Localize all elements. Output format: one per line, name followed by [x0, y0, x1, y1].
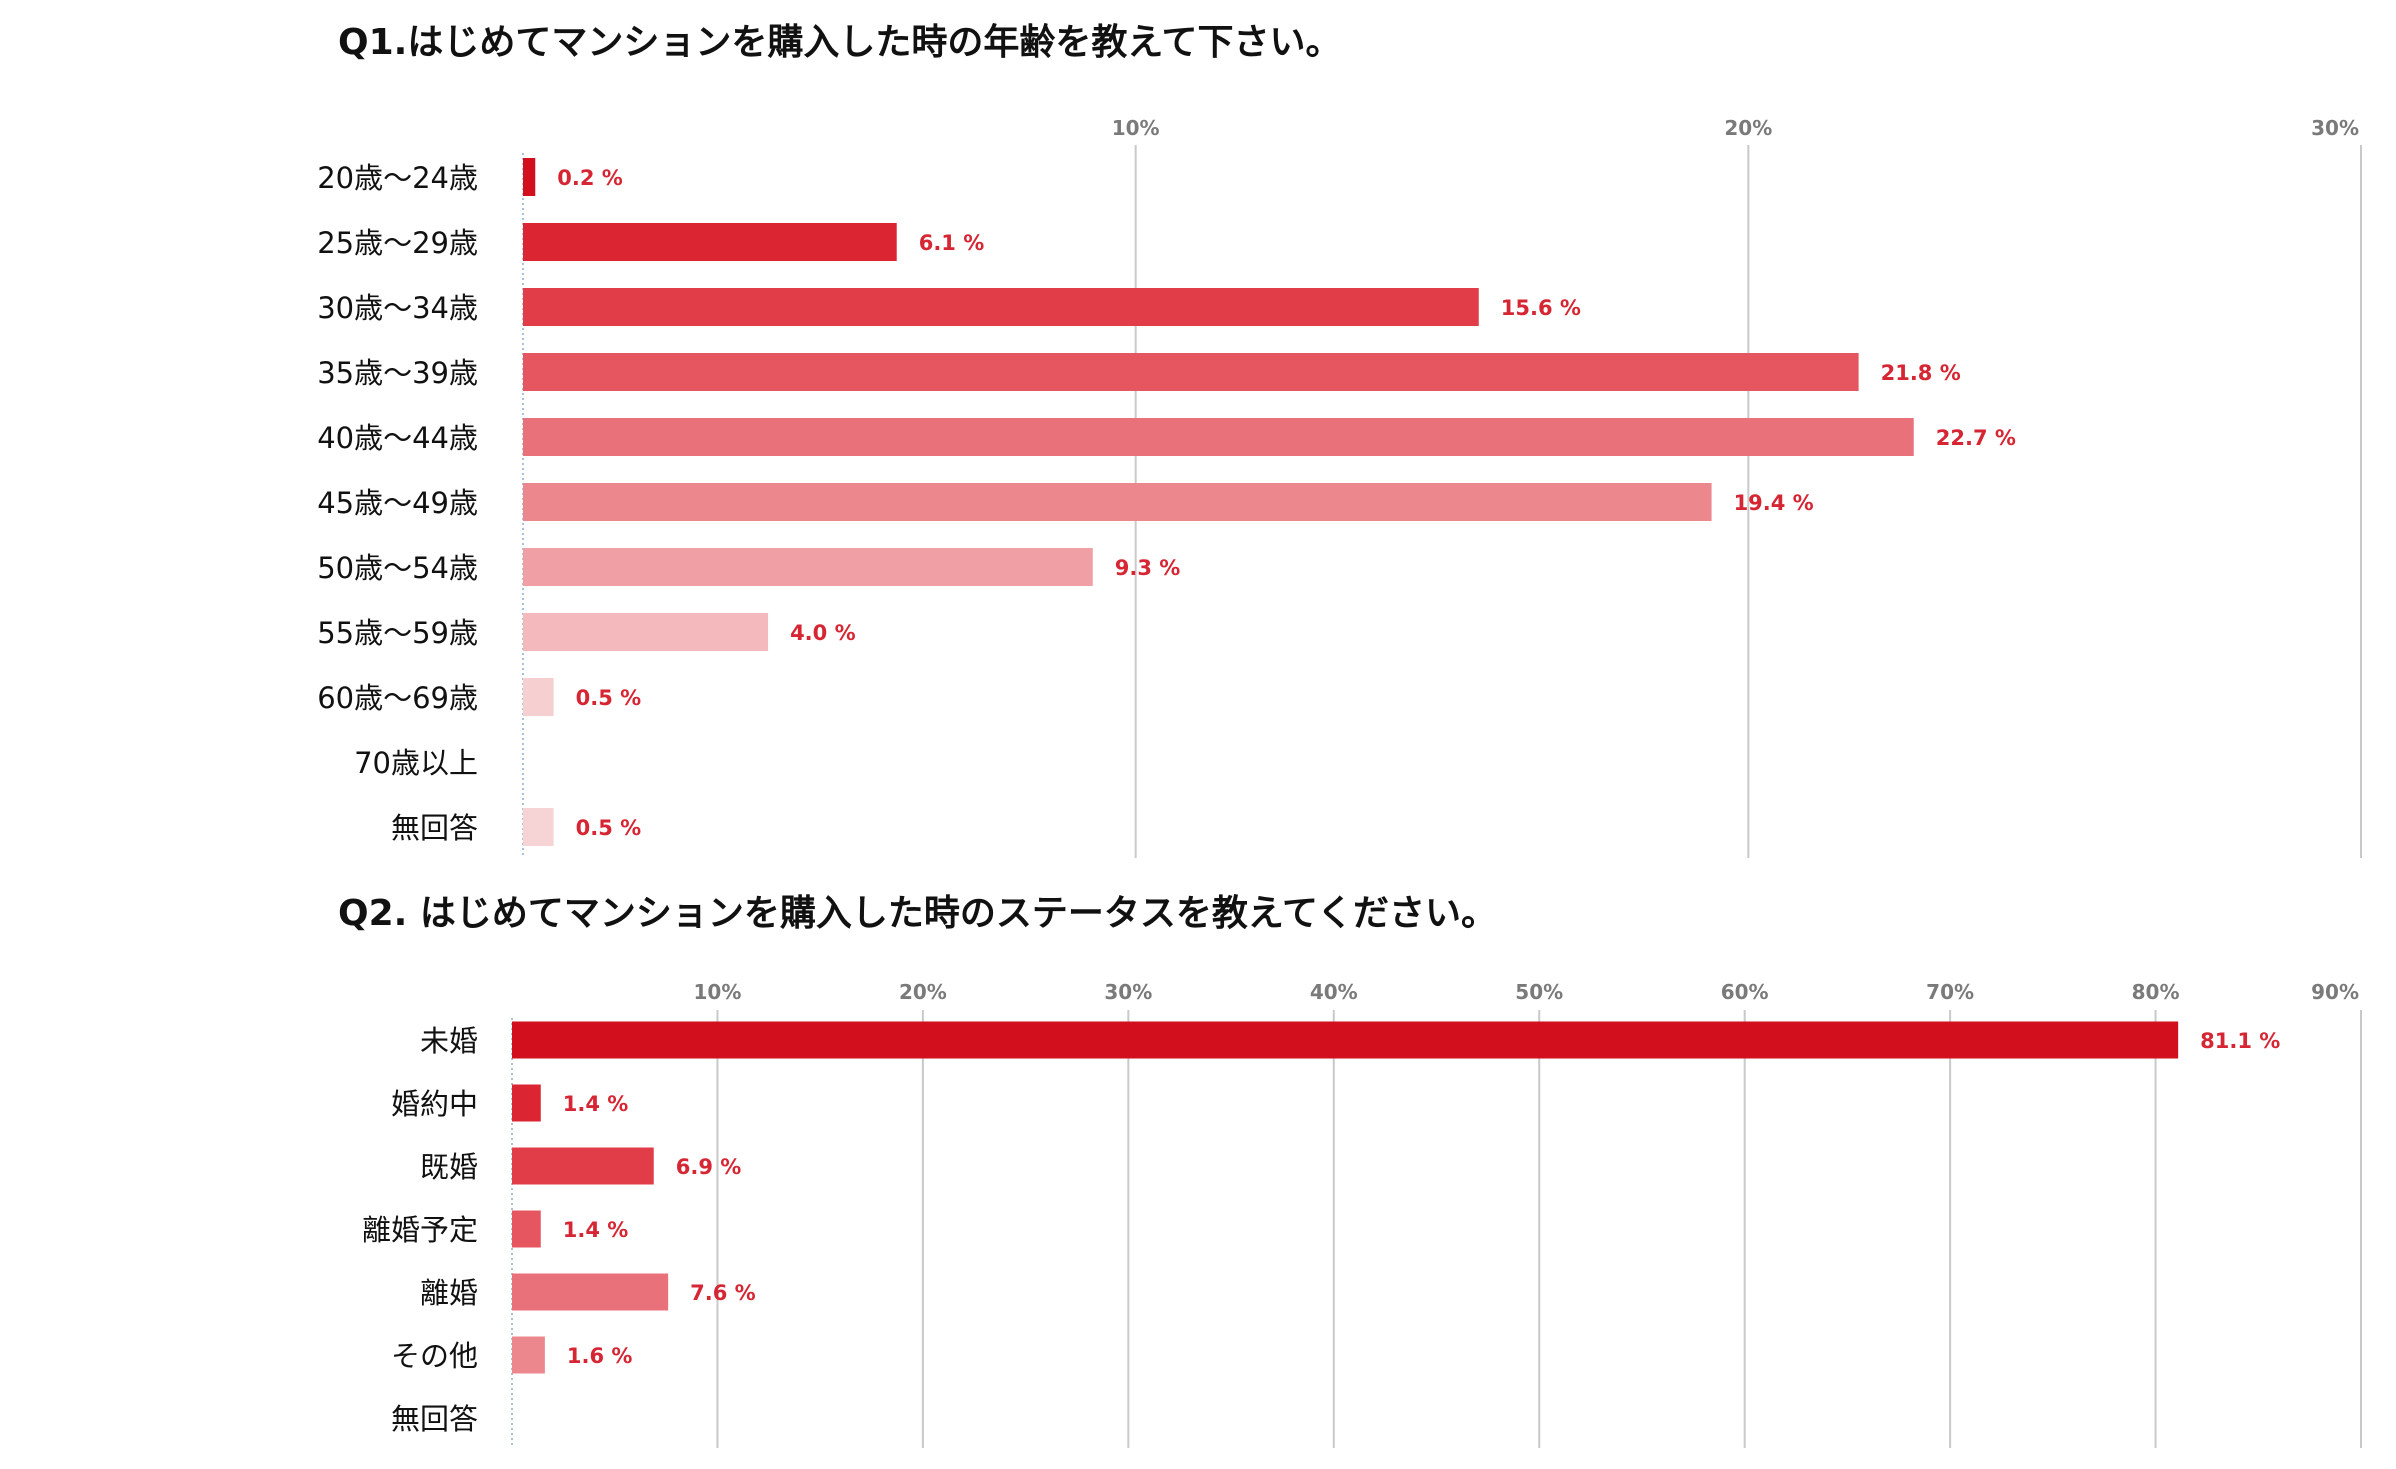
age-value-label: 0.5 % [576, 816, 642, 840]
status-value-label: 6.9 % [676, 1155, 742, 1179]
status-bar [512, 1084, 541, 1122]
status-value-label: 1.4 % [563, 1092, 629, 1116]
status-bar [512, 1336, 545, 1374]
age-category-label: 70歳以上 [354, 746, 478, 780]
status-value-label: 1.6 % [567, 1344, 633, 1368]
status-bar [512, 1021, 2179, 1059]
age-category-label: 45歳～49歳 [317, 486, 478, 520]
age-category-label: 60歳～69歳 [317, 681, 478, 715]
age-chart-title: Q1.はじめてマンションを購入した時の年齢を教えて下さい。 [338, 22, 1342, 63]
age-tick-label: 10% [1112, 116, 1160, 140]
age-value-label: 6.1 % [919, 231, 985, 255]
age-category-label: 35歳～39歳 [317, 356, 478, 390]
age-value-label: 15.6 % [1501, 296, 1581, 320]
age-bar [523, 418, 1914, 456]
age-value-label: 9.3 % [1115, 556, 1181, 580]
status-tick-label: 40% [1310, 980, 1358, 1004]
status-tick-label: 30% [1104, 980, 1152, 1004]
status-category-label: その他 [391, 1339, 478, 1373]
status-category-label: 無回答 [391, 1402, 478, 1436]
age-category-label: 20歳～24歳 [317, 161, 478, 195]
status-bar [512, 1273, 669, 1311]
age-category-label: 無回答 [391, 811, 478, 845]
status-value-label: 1.4 % [563, 1218, 629, 1242]
status-bar [512, 1147, 654, 1185]
status-chart-title: Q2. はじめてマンションを購入した時のステータスを教えてください。 [338, 893, 1497, 934]
status-tick-label: 90% [2311, 980, 2359, 1004]
age-bar [523, 223, 897, 261]
status-tick-label: 80% [2132, 980, 2180, 1004]
age-bar [523, 548, 1093, 586]
age-bar [523, 158, 536, 196]
status-chart-value-labels: 81.1 % 1.4 % 6.9 % 1.4 % 7.6 % 1.6 % [563, 1029, 2281, 1368]
age-category-label: 40歳～44歳 [317, 421, 478, 455]
status-category-label: 既婚 [420, 1150, 478, 1184]
age-tick-label: 20% [1724, 116, 1772, 140]
status-bar [512, 1210, 541, 1248]
age-bar [523, 483, 1712, 521]
age-category-label: 30歳～34歳 [317, 291, 478, 325]
age-chart-tick-labels: 10% 20% 30% [1112, 116, 2359, 140]
age-value-label: 21.8 % [1881, 361, 1961, 385]
status-tick-label: 50% [1515, 980, 1563, 1004]
age-value-label: 0.5 % [576, 686, 642, 710]
age-category-label: 25歳～29歳 [317, 226, 478, 260]
status-value-label: 81.1 % [2200, 1029, 2280, 1053]
age-value-label: 0.2 % [557, 166, 623, 190]
age-category-label: 50歳～54歳 [317, 551, 478, 585]
status-category-label: 未婚 [420, 1024, 478, 1058]
age-bar [523, 808, 554, 846]
status-category-label: 婚約中 [391, 1087, 478, 1121]
age-chart-bars [523, 158, 1914, 846]
age-chart: Q1.はじめてマンションを購入した時の年齢を教えて下さい。 10% 20% 30% … [317, 22, 2362, 858]
status-tick-label: 70% [1926, 980, 1974, 1004]
age-category-label: 55歳～59歳 [317, 616, 478, 650]
status-category-label: 離婚予定 [362, 1213, 478, 1247]
status-chart-tick-labels: 10% 20% 30% 40% 50% 60% 70% 80% 90% [694, 980, 2359, 1004]
age-bar [523, 353, 1859, 391]
age-value-label: 19.4 % [1734, 491, 1814, 515]
status-tick-label: 10% [694, 980, 742, 1004]
status-chart-bars [512, 1021, 2179, 1374]
age-value-label: 4.0 % [790, 621, 856, 645]
age-bar [523, 678, 554, 716]
status-tick-label: 60% [1721, 980, 1769, 1004]
age-bar [523, 288, 1479, 326]
status-value-label: 7.6 % [690, 1281, 756, 1305]
age-chart-category-labels: 20歳～24歳 25歳～29歳 30歳～34歳 35歳～39歳 40歳～44歳 45歳～4… [317, 161, 478, 845]
status-chart: Q2. はじめてマンションを購入した時のステータスを教えてください。 10% 20… [338, 893, 2362, 1448]
status-chart-gridlines [716, 1010, 2362, 1448]
status-category-label: 離婚 [420, 1276, 478, 1310]
age-chart-value-labels: 0.2 % 6.1 % 15.6 % 21.8 % 22.7 % 19.4 % 9.3 % 4… [557, 166, 2016, 840]
status-tick-label: 20% [899, 980, 947, 1004]
age-value-label: 22.7 % [1936, 426, 2016, 450]
age-tick-label: 30% [2311, 116, 2359, 140]
age-bar [523, 613, 769, 651]
